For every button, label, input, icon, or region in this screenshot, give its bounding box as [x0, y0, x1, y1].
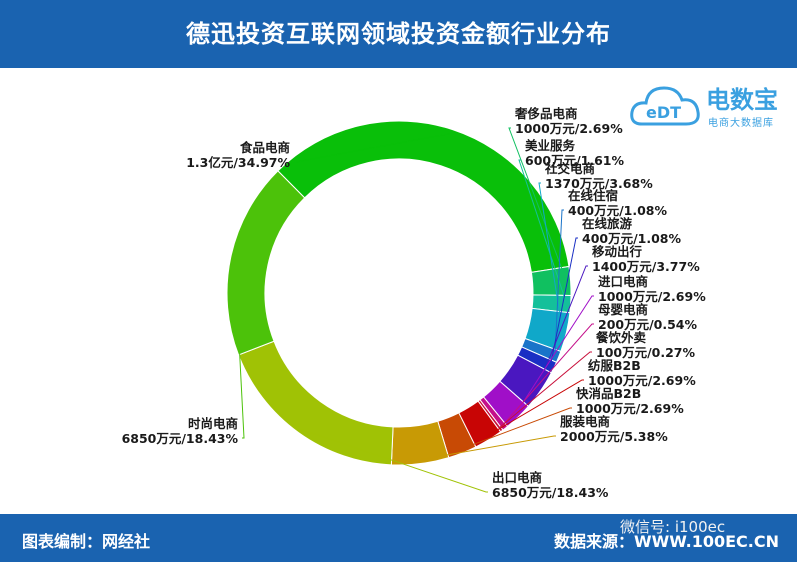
slice-label-value-12: 2000万元/5.38%: [560, 429, 668, 444]
slice-label-value-5: 400万元/1.08%: [582, 231, 681, 246]
slice-label-value-13: 6850万元/18.43%: [492, 485, 609, 500]
slice-label-value-1: 1000万元/2.69%: [515, 121, 623, 136]
leader-line-6: [537, 265, 588, 389]
logo-badge: eDT: [646, 103, 681, 122]
leader-line-0: [294, 132, 452, 163]
logo-subtitle: 电商大数据库: [708, 118, 774, 129]
leader-line-13: [300, 428, 488, 493]
slice-label-name-13: 出口电商: [492, 470, 542, 485]
slice-label-name-2: 美业服务: [525, 138, 576, 153]
leader-line-9: [499, 351, 592, 429]
slice-label-value-11: 1000万元/2.69%: [576, 401, 684, 416]
leader-line-5: [549, 237, 578, 366]
cloud-icon: eDT: [630, 86, 700, 126]
title-bar: 德迅投资互联网领域投资金额行业分布: [0, 0, 797, 68]
slice-label-name-11: 快消品B2B: [576, 386, 641, 401]
slice-label-value-6: 1400万元/3.77%: [592, 259, 700, 274]
footer-bar: 图表编制：网经社 数据来源：WWW.100EC.CN: [0, 514, 797, 562]
wechat-watermark: 微信号: i100ec: [620, 518, 726, 536]
leader-line-4: [554, 209, 564, 356]
slice-label-value-8: 200万元/0.54%: [598, 317, 697, 332]
slice-label-name-8: 母婴电商: [598, 302, 648, 317]
slice-label-name-10: 纺服B2B: [588, 358, 641, 373]
slice-label-name-12: 服装电商: [560, 414, 610, 429]
chart-title: 德迅投资互联网领域投资金额行业分布: [186, 20, 611, 48]
slice-label-name-0: 食品电商: [239, 140, 290, 155]
slice-label-name-5: 在线旅游: [582, 216, 633, 231]
leader-line-14: [234, 257, 245, 439]
slice-label-name-1: 奢侈品电商: [514, 106, 578, 121]
slice-label-value-0: 1.3亿元/34.97%: [186, 155, 290, 170]
leader-line-3: [538, 182, 564, 332]
slice-label-name-4: 在线住宿: [568, 188, 618, 203]
slice-label-name-9: 餐饮外卖: [595, 330, 647, 345]
leader-line-1: [508, 127, 568, 282]
slice-label-name-6: 移动出行: [592, 244, 643, 259]
slice-label-name-7: 进口电商: [598, 274, 648, 289]
slice-label-value-4: 400万元/1.08%: [568, 203, 667, 218]
donut-slice-13: [237, 340, 394, 466]
chart-credit: 图表编制：网经社: [22, 532, 151, 551]
slice-label-value-7: 1000万元/2.69%: [598, 289, 706, 304]
leader-line-8: [502, 323, 594, 426]
donut-slice-14: [226, 170, 306, 356]
logo-text: 电数宝: [706, 86, 778, 114]
slice-label-value-10: 1000万元/2.69%: [588, 373, 696, 388]
leader-line-12: [419, 435, 556, 461]
slice-label-value-3: 1370万元/3.68%: [545, 176, 653, 191]
leader-line-7: [515, 295, 594, 415]
slice-label-value-9: 100万元/0.27%: [596, 345, 695, 360]
donut-slice-12: [390, 420, 450, 466]
slice-label-name-3: 社交电商: [544, 161, 595, 176]
slice-label-value-2: 600万元/1.61%: [525, 153, 624, 168]
leader-line-10: [486, 379, 584, 437]
slice-label-name-14: 时尚电商: [188, 416, 238, 431]
slice-label-value-14: 6850万元/18.43%: [122, 431, 239, 446]
donut-chart: 食品电商1.3亿元/34.97%奢侈品电商1000万元/2.69%美业服务600…: [122, 106, 707, 500]
leader-line-11: [460, 407, 572, 450]
data-source: 数据来源：WWW.100EC.CN: [553, 532, 779, 551]
brand-logo: eDT 电数宝 电商大数据库: [628, 74, 788, 136]
